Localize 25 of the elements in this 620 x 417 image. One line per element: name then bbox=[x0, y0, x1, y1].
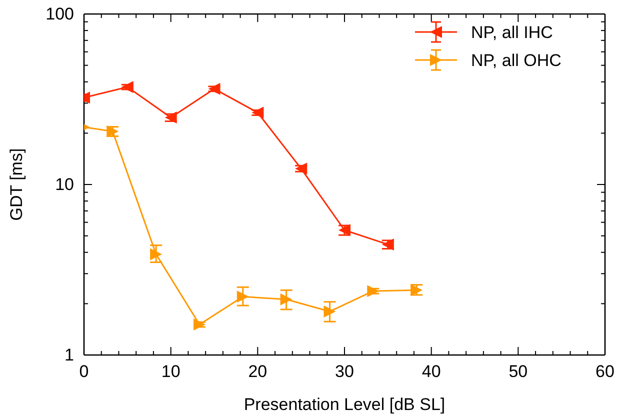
point bbox=[208, 82, 220, 95]
x-tick-label: 40 bbox=[422, 362, 441, 382]
x-tick-label: 20 bbox=[248, 362, 268, 382]
legend-label: NP, all IHC bbox=[471, 23, 553, 42]
y-tick-label: 100 bbox=[46, 4, 74, 24]
point bbox=[193, 318, 206, 330]
x-axis-title: Presentation Level [dB SL] bbox=[244, 395, 446, 414]
point bbox=[121, 81, 134, 94]
point bbox=[252, 106, 264, 119]
y-axis-title: GDT [ms] bbox=[7, 148, 26, 221]
y-tick-label: 10 bbox=[55, 174, 74, 194]
point bbox=[324, 305, 336, 318]
point bbox=[295, 162, 308, 175]
x-tick-label: 50 bbox=[508, 362, 528, 382]
point bbox=[150, 248, 162, 260]
x-tick-label: 10 bbox=[161, 362, 180, 382]
x-tick-label: 30 bbox=[335, 362, 354, 382]
y-tick-label: 1 bbox=[64, 345, 74, 364]
point bbox=[367, 285, 380, 298]
point bbox=[280, 293, 292, 306]
x-tick-label: 0 bbox=[79, 362, 89, 382]
legend-label: NP, all OHC bbox=[471, 51, 562, 70]
point bbox=[236, 290, 249, 303]
x-tick-label: 60 bbox=[596, 362, 614, 382]
point bbox=[164, 112, 177, 124]
